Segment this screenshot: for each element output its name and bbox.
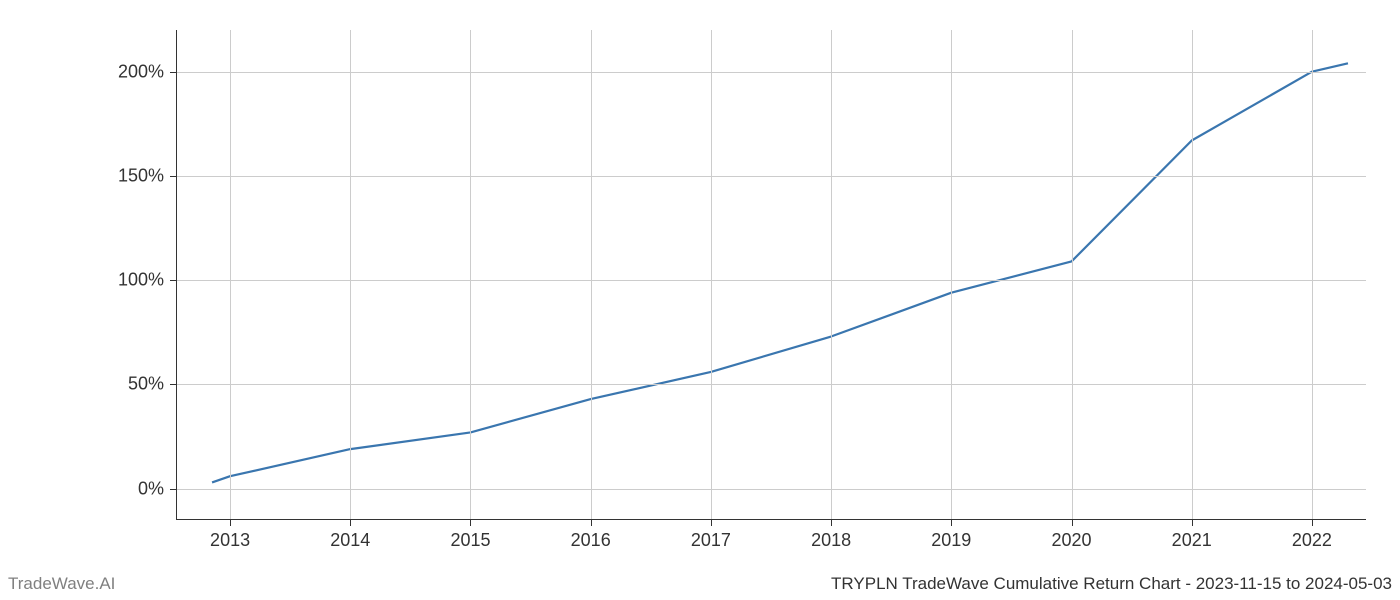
gridline-horizontal [176, 280, 1366, 281]
axis-spine-bottom [176, 519, 1366, 520]
gridline-vertical [1192, 30, 1193, 520]
ytick-label: 0% [138, 478, 164, 499]
xtick-label: 2013 [210, 530, 250, 551]
footer-left-text: TradeWave.AI [8, 574, 115, 594]
ytick-label: 200% [118, 61, 164, 82]
xtick-mark [1192, 520, 1193, 526]
xtick-mark [1072, 520, 1073, 526]
gridline-vertical [1312, 30, 1313, 520]
xtick-mark [951, 520, 952, 526]
gridline-vertical [831, 30, 832, 520]
xtick-mark [831, 520, 832, 526]
gridline-vertical [711, 30, 712, 520]
gridline-vertical [1072, 30, 1073, 520]
gridline-horizontal [176, 72, 1366, 73]
xtick-mark [711, 520, 712, 526]
xtick-label: 2016 [571, 530, 611, 551]
xtick-label: 2022 [1292, 530, 1332, 551]
xtick-mark [350, 520, 351, 526]
xtick-mark [470, 520, 471, 526]
xtick-label: 2015 [450, 530, 490, 551]
gridline-horizontal [176, 384, 1366, 385]
xtick-label: 2018 [811, 530, 851, 551]
gridline-vertical [230, 30, 231, 520]
ytick-label: 150% [118, 165, 164, 186]
plot-area: 2013201420152016201720182019202020212022… [176, 30, 1366, 520]
gridline-vertical [591, 30, 592, 520]
xtick-label: 2014 [330, 530, 370, 551]
ytick-label: 50% [128, 374, 164, 395]
xtick-label: 2017 [691, 530, 731, 551]
xtick-mark [591, 520, 592, 526]
chart-container: 2013 2014 2015 2016 2017 2018 2019 2020 2021 2022… [0, 0, 1400, 600]
xtick-label: 2021 [1172, 530, 1212, 551]
gridline-horizontal [176, 176, 1366, 177]
ytick-label: 100% [118, 270, 164, 291]
footer-right-text: TRYPLN TradeWave Cumulative Return Chart… [831, 574, 1392, 594]
return-line [212, 63, 1348, 482]
gridline-horizontal [176, 489, 1366, 490]
xtick-mark [1312, 520, 1313, 526]
gridline-vertical [470, 30, 471, 520]
xtick-label: 2020 [1051, 530, 1091, 551]
xtick-mark [230, 520, 231, 526]
gridline-vertical [350, 30, 351, 520]
line-series [176, 30, 1366, 520]
gridline-vertical [951, 30, 952, 520]
xtick-label: 2019 [931, 530, 971, 551]
axis-spine-left [176, 30, 177, 520]
